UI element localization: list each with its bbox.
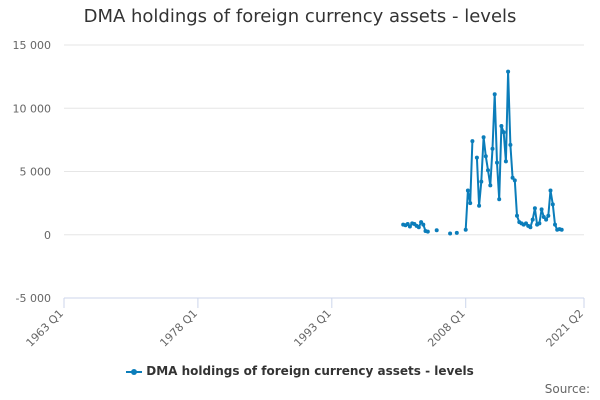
data-point bbox=[434, 228, 439, 233]
x-tick-label: 1963 Q1 bbox=[24, 307, 67, 350]
data-point bbox=[550, 202, 555, 207]
x-tick-label: 2021 Q2 bbox=[544, 307, 587, 350]
legend[interactable]: DMA holdings of foreign currency assets … bbox=[0, 364, 600, 378]
data-point bbox=[481, 135, 486, 140]
data-point bbox=[541, 215, 546, 219]
data-point bbox=[537, 221, 542, 226]
data-point bbox=[490, 146, 495, 151]
data-point bbox=[492, 92, 497, 97]
y-axis-labels: -5 000 0 5 000 10 000 15 000 bbox=[13, 39, 52, 305]
data-point bbox=[486, 168, 490, 173]
data-point bbox=[512, 178, 517, 183]
data-point bbox=[407, 224, 412, 229]
data-point bbox=[503, 159, 508, 164]
data-point bbox=[470, 139, 475, 144]
data-point bbox=[515, 213, 519, 218]
data-point bbox=[465, 188, 470, 193]
data-point bbox=[539, 207, 544, 212]
data-point bbox=[477, 203, 482, 208]
data-point bbox=[483, 154, 488, 159]
y-tick-label: 10 000 bbox=[13, 102, 52, 115]
data-point bbox=[448, 231, 453, 236]
data-point bbox=[421, 222, 426, 227]
data-point bbox=[474, 155, 479, 160]
data-point bbox=[501, 130, 506, 135]
data-point bbox=[497, 197, 502, 202]
data-point bbox=[425, 229, 430, 234]
data-point bbox=[506, 69, 511, 74]
data-point bbox=[488, 183, 493, 188]
data-point bbox=[499, 124, 504, 128]
y-tick-label: -5 000 bbox=[16, 292, 51, 305]
chart-title: DMA holdings of foreign currency assets … bbox=[83, 6, 517, 27]
x-tick-label: 1978 Q1 bbox=[157, 307, 200, 350]
x-tick-label: 1993 Q1 bbox=[291, 307, 334, 350]
y-tick-label: 15 000 bbox=[13, 39, 52, 52]
series-layer bbox=[401, 69, 564, 236]
x-tick-label: 2008 Q1 bbox=[425, 307, 468, 350]
x-axis bbox=[63, 297, 585, 308]
data-point bbox=[544, 217, 549, 222]
data-point bbox=[454, 230, 459, 235]
data-point bbox=[495, 160, 499, 165]
data-point bbox=[463, 227, 468, 232]
data-point bbox=[528, 225, 533, 230]
series-line bbox=[402, 70, 562, 233]
data-point bbox=[532, 206, 537, 211]
data-point bbox=[559, 227, 564, 232]
data-point bbox=[548, 188, 553, 193]
y-tick-label: 5 000 bbox=[20, 166, 52, 179]
grid-lines bbox=[64, 44, 584, 299]
x-axis-labels: 1963 Q1 1978 Q1 1993 Q1 2008 Q1 2021 Q2 bbox=[24, 307, 587, 350]
data-point bbox=[416, 225, 421, 230]
data-point bbox=[508, 142, 513, 147]
data-point bbox=[546, 213, 551, 218]
data-point bbox=[553, 222, 557, 227]
legend-line-marker-icon bbox=[126, 368, 143, 376]
y-tick-label: 0 bbox=[44, 229, 51, 242]
data-point bbox=[479, 179, 484, 184]
data-point bbox=[530, 217, 535, 222]
source-label: Source: bbox=[544, 382, 590, 396]
legend-label: DMA holdings of foreign currency assets … bbox=[146, 364, 474, 378]
data-point bbox=[468, 201, 473, 206]
